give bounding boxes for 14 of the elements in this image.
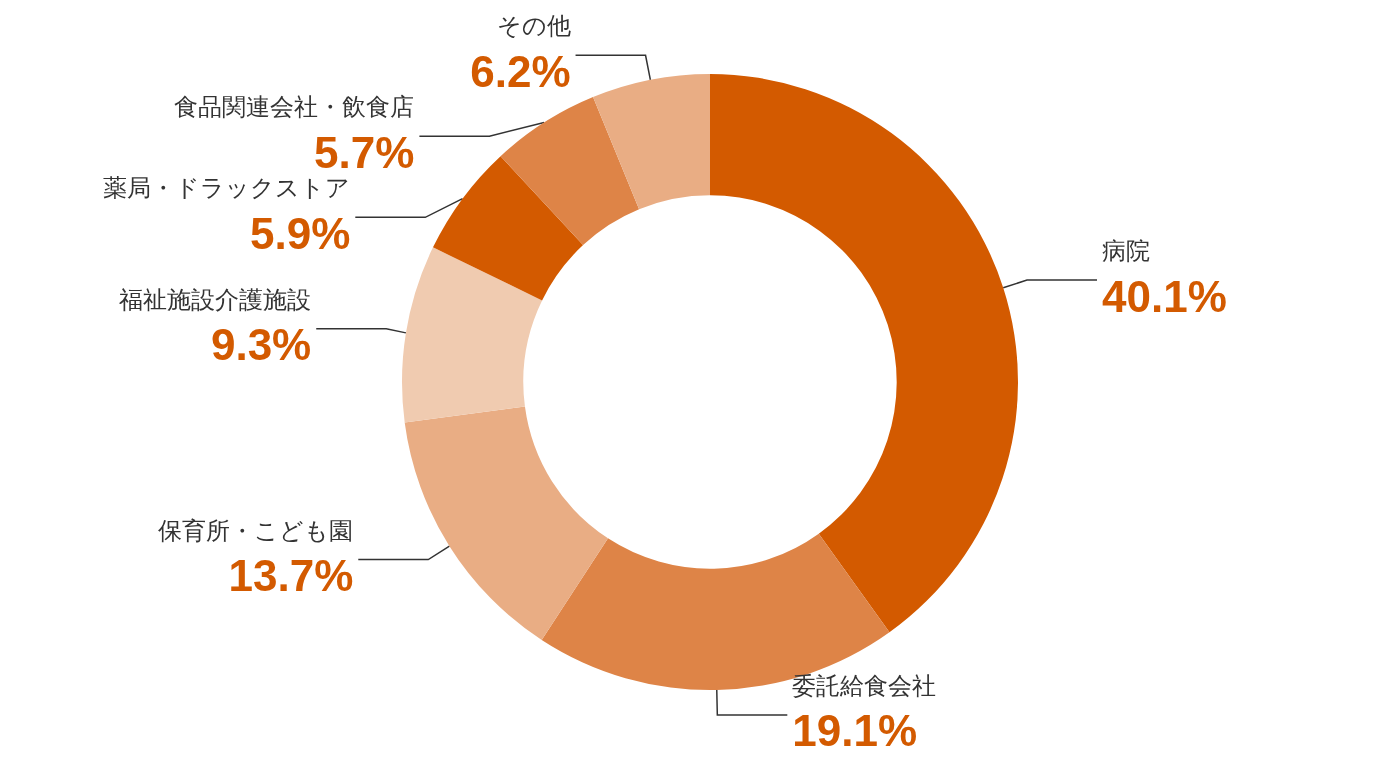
- data-label: 5.9%: [249, 208, 351, 258]
- slice-label: 食品関連会社・飲食店: [174, 93, 415, 122]
- slice-label: 病院: [1102, 237, 1151, 266]
- slice-label: 委託給食会社: [792, 671, 937, 700]
- data-label: 40.1%: [1102, 271, 1227, 321]
- slice-label: 薬局・ドラックストア: [103, 174, 351, 203]
- slice-label: その他: [496, 12, 571, 41]
- slice-label: 保育所・こども園: [158, 516, 354, 545]
- data-label: 9.3%: [210, 320, 312, 370]
- data-label: 19.1%: [792, 706, 918, 756]
- data-label: 5.7%: [314, 127, 415, 177]
- slice-label: 福祉施設介護施設: [119, 285, 312, 314]
- data-label: 13.7%: [228, 551, 354, 601]
- data-label: 6.2%: [470, 46, 571, 96]
